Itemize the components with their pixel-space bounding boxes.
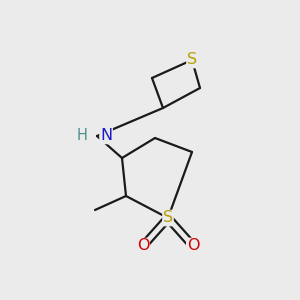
Text: O: O xyxy=(137,238,149,253)
Text: N: N xyxy=(100,128,112,143)
Text: S: S xyxy=(163,211,173,226)
Text: O: O xyxy=(187,238,199,253)
Text: H: H xyxy=(77,128,88,143)
Text: S: S xyxy=(187,52,197,68)
